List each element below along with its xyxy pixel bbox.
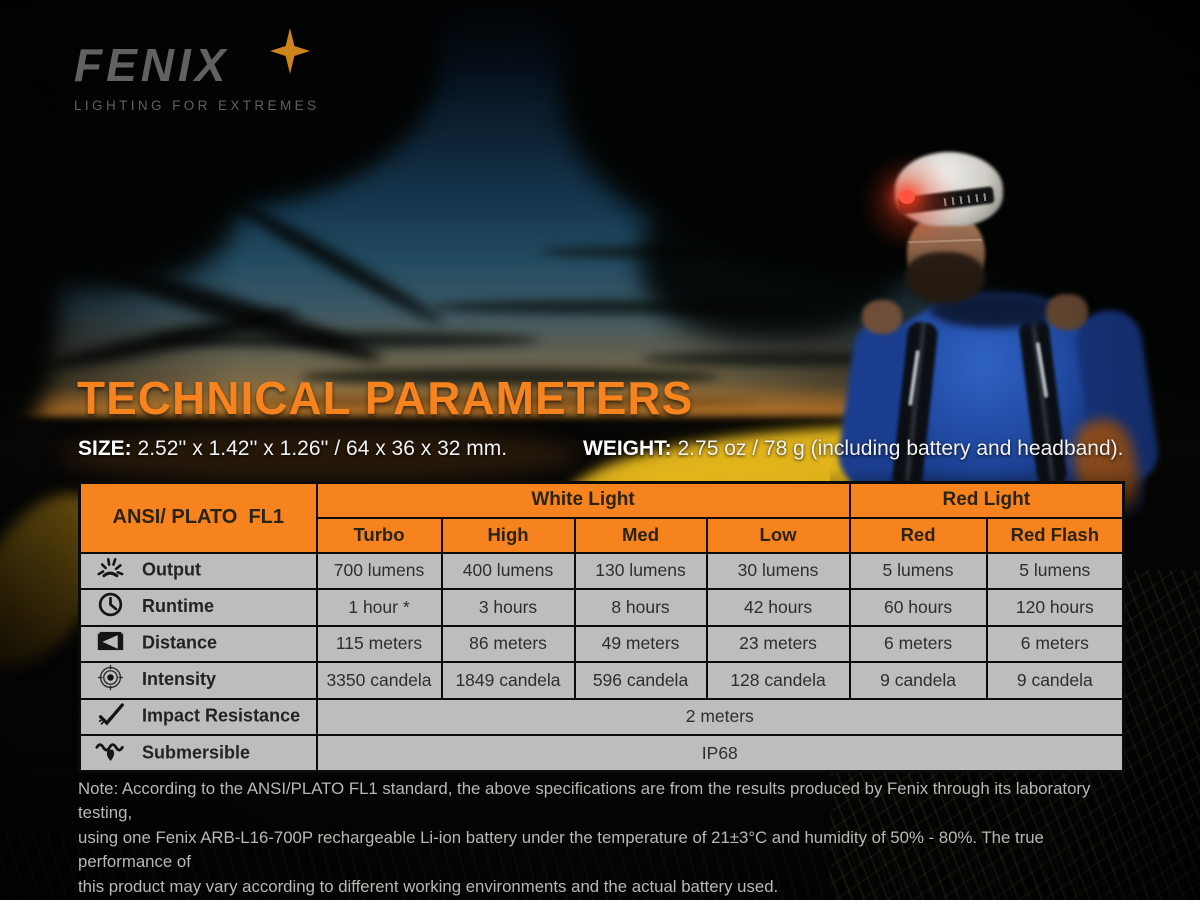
red-light-group-header: Red Light — [848, 481, 1125, 519]
row-label: Submersible — [142, 741, 251, 762]
submersible-icon — [93, 739, 127, 768]
row-label: Distance — [142, 632, 218, 653]
hiker-beard — [905, 252, 985, 304]
table-row-runtime: Runtime 1 hour * 3 hours 8 hours 42 hour… — [78, 588, 1125, 627]
mode-header-high: High — [440, 516, 576, 554]
table-row-output: Output 700 lumens 400 lumens 130 lumens … — [78, 551, 1125, 590]
output-red-flash: 5 lumens — [985, 551, 1125, 590]
size-label: SIZE: — [78, 437, 132, 460]
runtime-high: 3 hours — [440, 588, 576, 627]
runtime-icon — [93, 591, 127, 623]
output-turbo: 700 lumens — [315, 551, 443, 590]
table-row-submersible: Submersible IP68 — [78, 734, 1125, 773]
table-row-impact-resistance: Impact Resistance 2 meters — [78, 697, 1125, 736]
red-headlamp-led — [899, 190, 915, 204]
hiker-fist-right — [1046, 294, 1088, 330]
impact-resistance-icon — [93, 701, 127, 732]
distance-med: 49 meters — [573, 624, 708, 663]
fenix-brand-name: FENIX — [74, 39, 230, 91]
intensity-turbo: 3350 candela — [315, 661, 443, 700]
distance-high: 86 meters — [440, 624, 576, 663]
intensity-med: 596 candela — [573, 661, 708, 700]
distance-red: 6 meters — [848, 624, 988, 663]
weight-spec: WEIGHT: 2.75 oz / 78 g (including batter… — [583, 437, 1123, 461]
distance-red-flash: 6 meters — [985, 624, 1125, 663]
mode-header-red-flash: Red Flash — [985, 516, 1125, 554]
white-light-group-header: White Light — [315, 481, 851, 519]
size-spec: SIZE: 2.52'' x 1.42'' x 1.26'' / 64 x 36… — [78, 437, 507, 461]
distance-icon — [93, 629, 127, 658]
row-label: Intensity — [142, 669, 217, 689]
runtime-red-flash: 120 hours — [985, 588, 1125, 627]
mode-header-red: Red — [848, 516, 988, 554]
mode-header-low: Low — [705, 516, 851, 554]
impact-resistance-value: 2 meters — [315, 697, 1125, 736]
intensity-red: 9 candela — [848, 661, 988, 700]
distance-low: 23 meters — [705, 624, 851, 663]
table-row-distance: Distance 115 meters 86 meters 49 meters … — [78, 624, 1125, 663]
ansi-fl1-spec-table: ANSI/ PLATO FL1 White Light Red Light Tu… — [78, 481, 1126, 773]
output-icon — [93, 555, 127, 586]
table-row-intensity: Intensity 3350 candela 1849 candela 596 … — [78, 661, 1125, 700]
output-high: 400 lumens — [440, 551, 576, 590]
runtime-med: 8 hours — [573, 588, 708, 627]
footnote-line: Note: According to the ANSI/PLATO FL1 st… — [78, 779, 1091, 823]
hiker-fist-left — [862, 300, 902, 334]
row-label: Runtime — [142, 596, 215, 616]
distance-turbo: 115 meters — [315, 624, 443, 663]
intensity-icon — [93, 664, 127, 696]
runtime-red: 60 hours — [848, 588, 988, 627]
mode-header-turbo: Turbo — [315, 516, 443, 554]
size-value: 2.52'' x 1.42'' x 1.26'' / 64 x 36 x 32 … — [137, 437, 508, 460]
runtime-low: 42 hours — [705, 588, 851, 627]
intensity-low: 128 candela — [705, 661, 851, 700]
output-med: 130 lumens — [573, 551, 708, 590]
weight-label: WEIGHT: — [583, 437, 672, 460]
fenix-tagline: LIGHTING FOR EXTREMES — [74, 98, 320, 113]
table-corner-label: ANSI/ PLATO FL1 — [78, 481, 318, 554]
fenix-logo: FENIX LIGHTING FOR EXTREMES — [74, 28, 320, 113]
row-label: Output — [142, 559, 201, 580]
row-label: Impact Resistance — [142, 705, 301, 726]
footnote-block: Note: According to the ANSI/PLATO FL1 st… — [78, 777, 1140, 900]
runtime-turbo: 1 hour * — [315, 588, 443, 627]
output-low: 30 lumens — [705, 551, 851, 590]
mode-header-med: Med — [573, 516, 708, 554]
footnote-line: this product may vary according to diffe… — [78, 876, 779, 896]
submersible-value: IP68 — [315, 734, 1125, 773]
intensity-red-flash: 9 candela — [985, 661, 1125, 700]
output-red: 5 lumens — [848, 551, 988, 590]
page-title: TECHNICAL PARAMETERS — [77, 372, 694, 424]
footnote-line: using one Fenix ARB-L16-700P rechargeabl… — [78, 827, 1044, 872]
weight-value: 2.75 oz / 78 g (including battery and he… — [677, 437, 1124, 460]
intensity-high: 1849 candela — [440, 661, 576, 700]
